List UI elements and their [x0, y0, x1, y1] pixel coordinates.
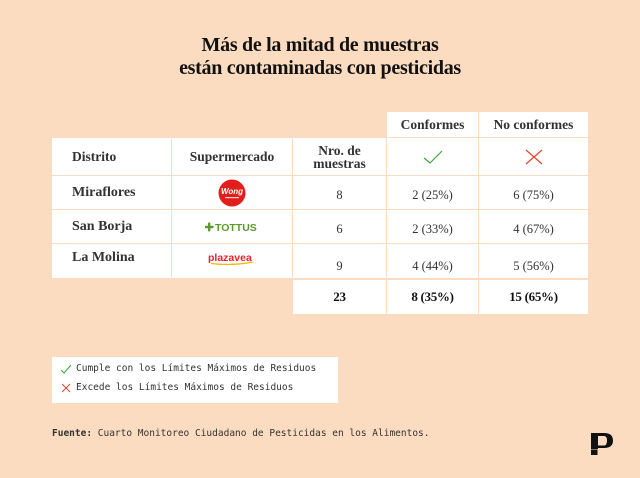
- header-conformes-label: Conformes: [400, 116, 465, 132]
- muestras-cell: 8: [293, 176, 386, 209]
- no-conformes-cell: 4 (67%): [479, 210, 588, 243]
- conformes-cell: 2 (25%): [387, 176, 478, 209]
- source-text: Cuarto Monitoreo Ciudadano de Pesticidas…: [92, 428, 430, 439]
- legend-check-label: Cumple con los Límites Máximos de Residu…: [76, 363, 317, 374]
- svg-text:Wong: Wong: [221, 187, 243, 196]
- source-note: Fuente: Cuarto Monitoreo Ciudadano de Pe…: [52, 428, 430, 439]
- header-distrito: Distrito: [52, 138, 171, 175]
- wong-logo: Wong: [218, 179, 246, 206]
- header-supermercado-label: Supermercado: [189, 148, 275, 164]
- check-icon: [60, 364, 72, 374]
- no-conformes-value: 5 (56%): [513, 258, 554, 273]
- no-conformes-value: 4 (67%): [513, 222, 554, 236]
- svg-text:TOTTUS: TOTTUS: [215, 222, 257, 234]
- cross-icon: [525, 149, 542, 164]
- total-muestras-value: 23: [333, 289, 346, 304]
- muestras-cell: 9: [293, 244, 386, 278]
- total-conformes-value: 8 (35%): [411, 289, 454, 304]
- conformes-cell: 4 (44%): [387, 244, 478, 278]
- header-check-cell: [387, 138, 478, 175]
- title-line-1: Más de la mitad de muestras: [201, 34, 439, 56]
- table-row-distrito: Miraflores: [52, 176, 171, 209]
- legend-item-check: Cumple con los Límites Máximos de Residu…: [60, 363, 316, 374]
- total-muestras-cell: 23: [293, 280, 386, 314]
- total-no-conformes-value: 15 (65%): [509, 289, 558, 304]
- cross-icon: [61, 383, 71, 392]
- no-conformes-value: 6 (75%): [513, 188, 554, 202]
- muestras-value: 8: [336, 188, 343, 202]
- no-conformes-cell: 5 (56%): [479, 244, 588, 278]
- header-no-conformes: No conformes: [479, 112, 588, 137]
- header-muestras: Nro. de muestras: [293, 138, 386, 175]
- plazavea-logo: plazavea: [208, 252, 254, 266]
- source-label: Fuente:: [52, 428, 93, 439]
- legend: Cumple con los Límites Máximos de Residu…: [52, 357, 338, 403]
- muestras-value: 9: [336, 258, 343, 273]
- logo-cell-wong: Wong: [172, 176, 292, 209]
- legend-item-cross: Excede los Límites Máximos de Residuos: [60, 382, 293, 393]
- table-row-distrito: La Molina: [52, 244, 171, 278]
- logo-cell-tottus: TOTTUS: [172, 210, 292, 243]
- brand-logo: [591, 433, 613, 455]
- distrito-value: La Molina: [72, 250, 135, 265]
- conformes-value: 2 (25%): [412, 188, 453, 202]
- distrito-value: Miraflores: [72, 184, 136, 200]
- header-muestras-label: Nro. de muestras: [313, 142, 366, 171]
- header-cross-cell: [479, 138, 588, 175]
- header-conformes: Conformes: [387, 112, 478, 137]
- muestras-cell: 6: [293, 210, 386, 243]
- logo-cell-plazavea: plazavea: [172, 244, 292, 278]
- tottus-logo: TOTTUS: [205, 222, 257, 234]
- conformes-value: 2 (33%): [412, 222, 453, 236]
- chart-title: Más de la mitad de muestras están contam…: [0, 34, 640, 80]
- table-row-distrito: San Borja: [52, 210, 171, 243]
- total-conformes-cell: 8 (35%): [387, 280, 478, 314]
- header-no-conformes-label: No conformes: [493, 116, 574, 132]
- title-line-2: están contaminadas con pesticidas: [179, 57, 461, 79]
- distrito-value: San Borja: [72, 218, 133, 234]
- header-distrito-label: Distrito: [72, 148, 117, 164]
- conformes-cell: 2 (33%): [387, 210, 478, 243]
- check-icon: [423, 150, 442, 164]
- svg-text:plazavea: plazavea: [208, 252, 252, 264]
- no-conformes-cell: 6 (75%): [479, 176, 588, 209]
- conformes-value: 4 (44%): [412, 258, 453, 273]
- total-no-conformes-cell: 15 (65%): [479, 280, 588, 314]
- header-supermercado: Supermercado: [172, 138, 292, 175]
- legend-cross-label: Excede los Límites Máximos de Residuos: [76, 382, 294, 393]
- muestras-value: 6: [336, 222, 343, 236]
